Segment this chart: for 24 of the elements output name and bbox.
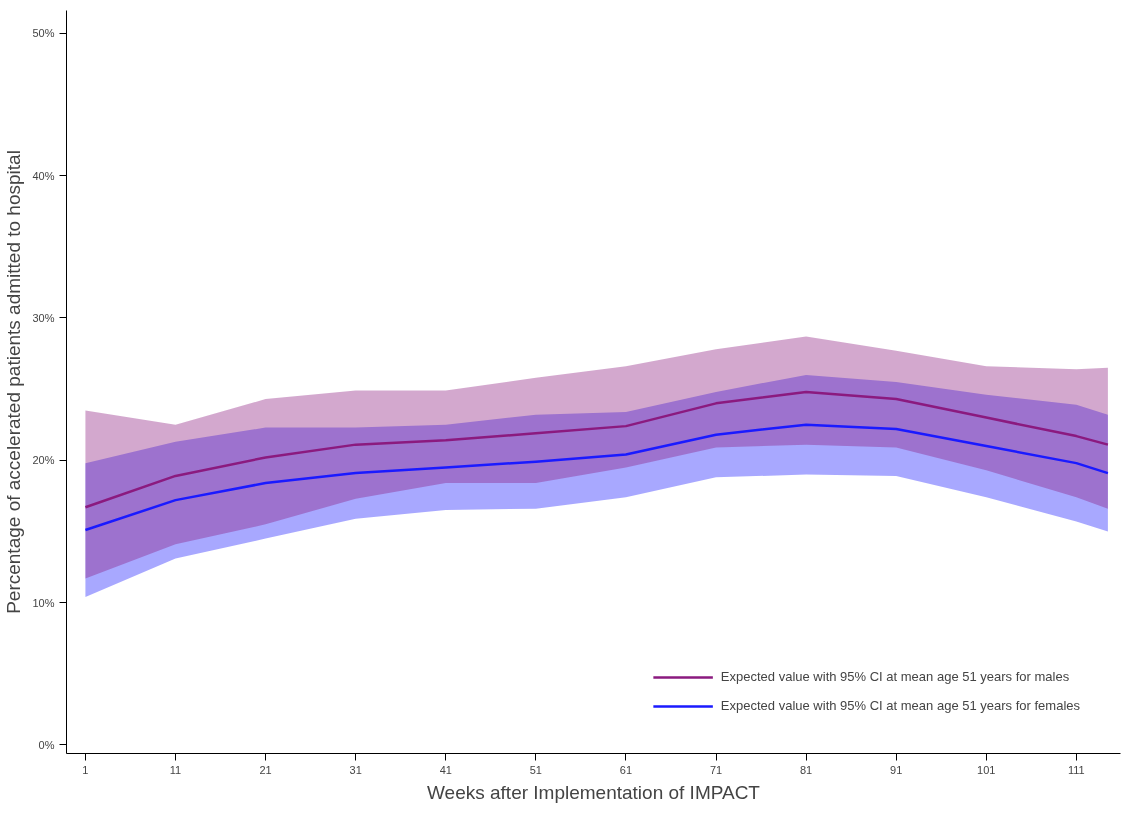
x-tick-label: 81	[799, 763, 813, 776]
y-tick-label: 20%	[32, 454, 55, 467]
x-tick-label: 61	[619, 763, 633, 776]
x-tick-label: 101	[977, 763, 996, 776]
y-axis-title: Percentage of accelerated patients admitted to hospital	[3, 150, 25, 614]
line-series	[84, 423, 1110, 532]
y-tick-label: 10%	[32, 596, 55, 609]
x-tick-label: 51	[529, 763, 542, 776]
x-tick-label: 41	[439, 763, 452, 776]
legend-label: Expected value with 95% CI at mean age 51 years for females	[720, 698, 1080, 713]
y-tick-label: 30%	[32, 311, 55, 324]
y-tick-label: 0%	[38, 738, 55, 751]
x-tick-label: 11	[169, 763, 182, 776]
line-series	[84, 390, 1110, 509]
x-tick-label: 111	[1068, 763, 1085, 776]
x-tick-label: 31	[349, 763, 362, 776]
x-axis-title: Weeks after Implementation of IMPACT	[427, 781, 761, 803]
x-tick-label: 91	[890, 763, 903, 776]
x-tick-label: 21	[259, 763, 272, 776]
x-tick-label: 1	[82, 763, 89, 776]
x-tick-label: 71	[709, 763, 723, 776]
legend-label: Expected value with 95% CI at mean age 51 years for males	[720, 669, 1070, 684]
y-tick-label: 40%	[32, 169, 55, 182]
y-tick-label: 50%	[32, 27, 55, 40]
